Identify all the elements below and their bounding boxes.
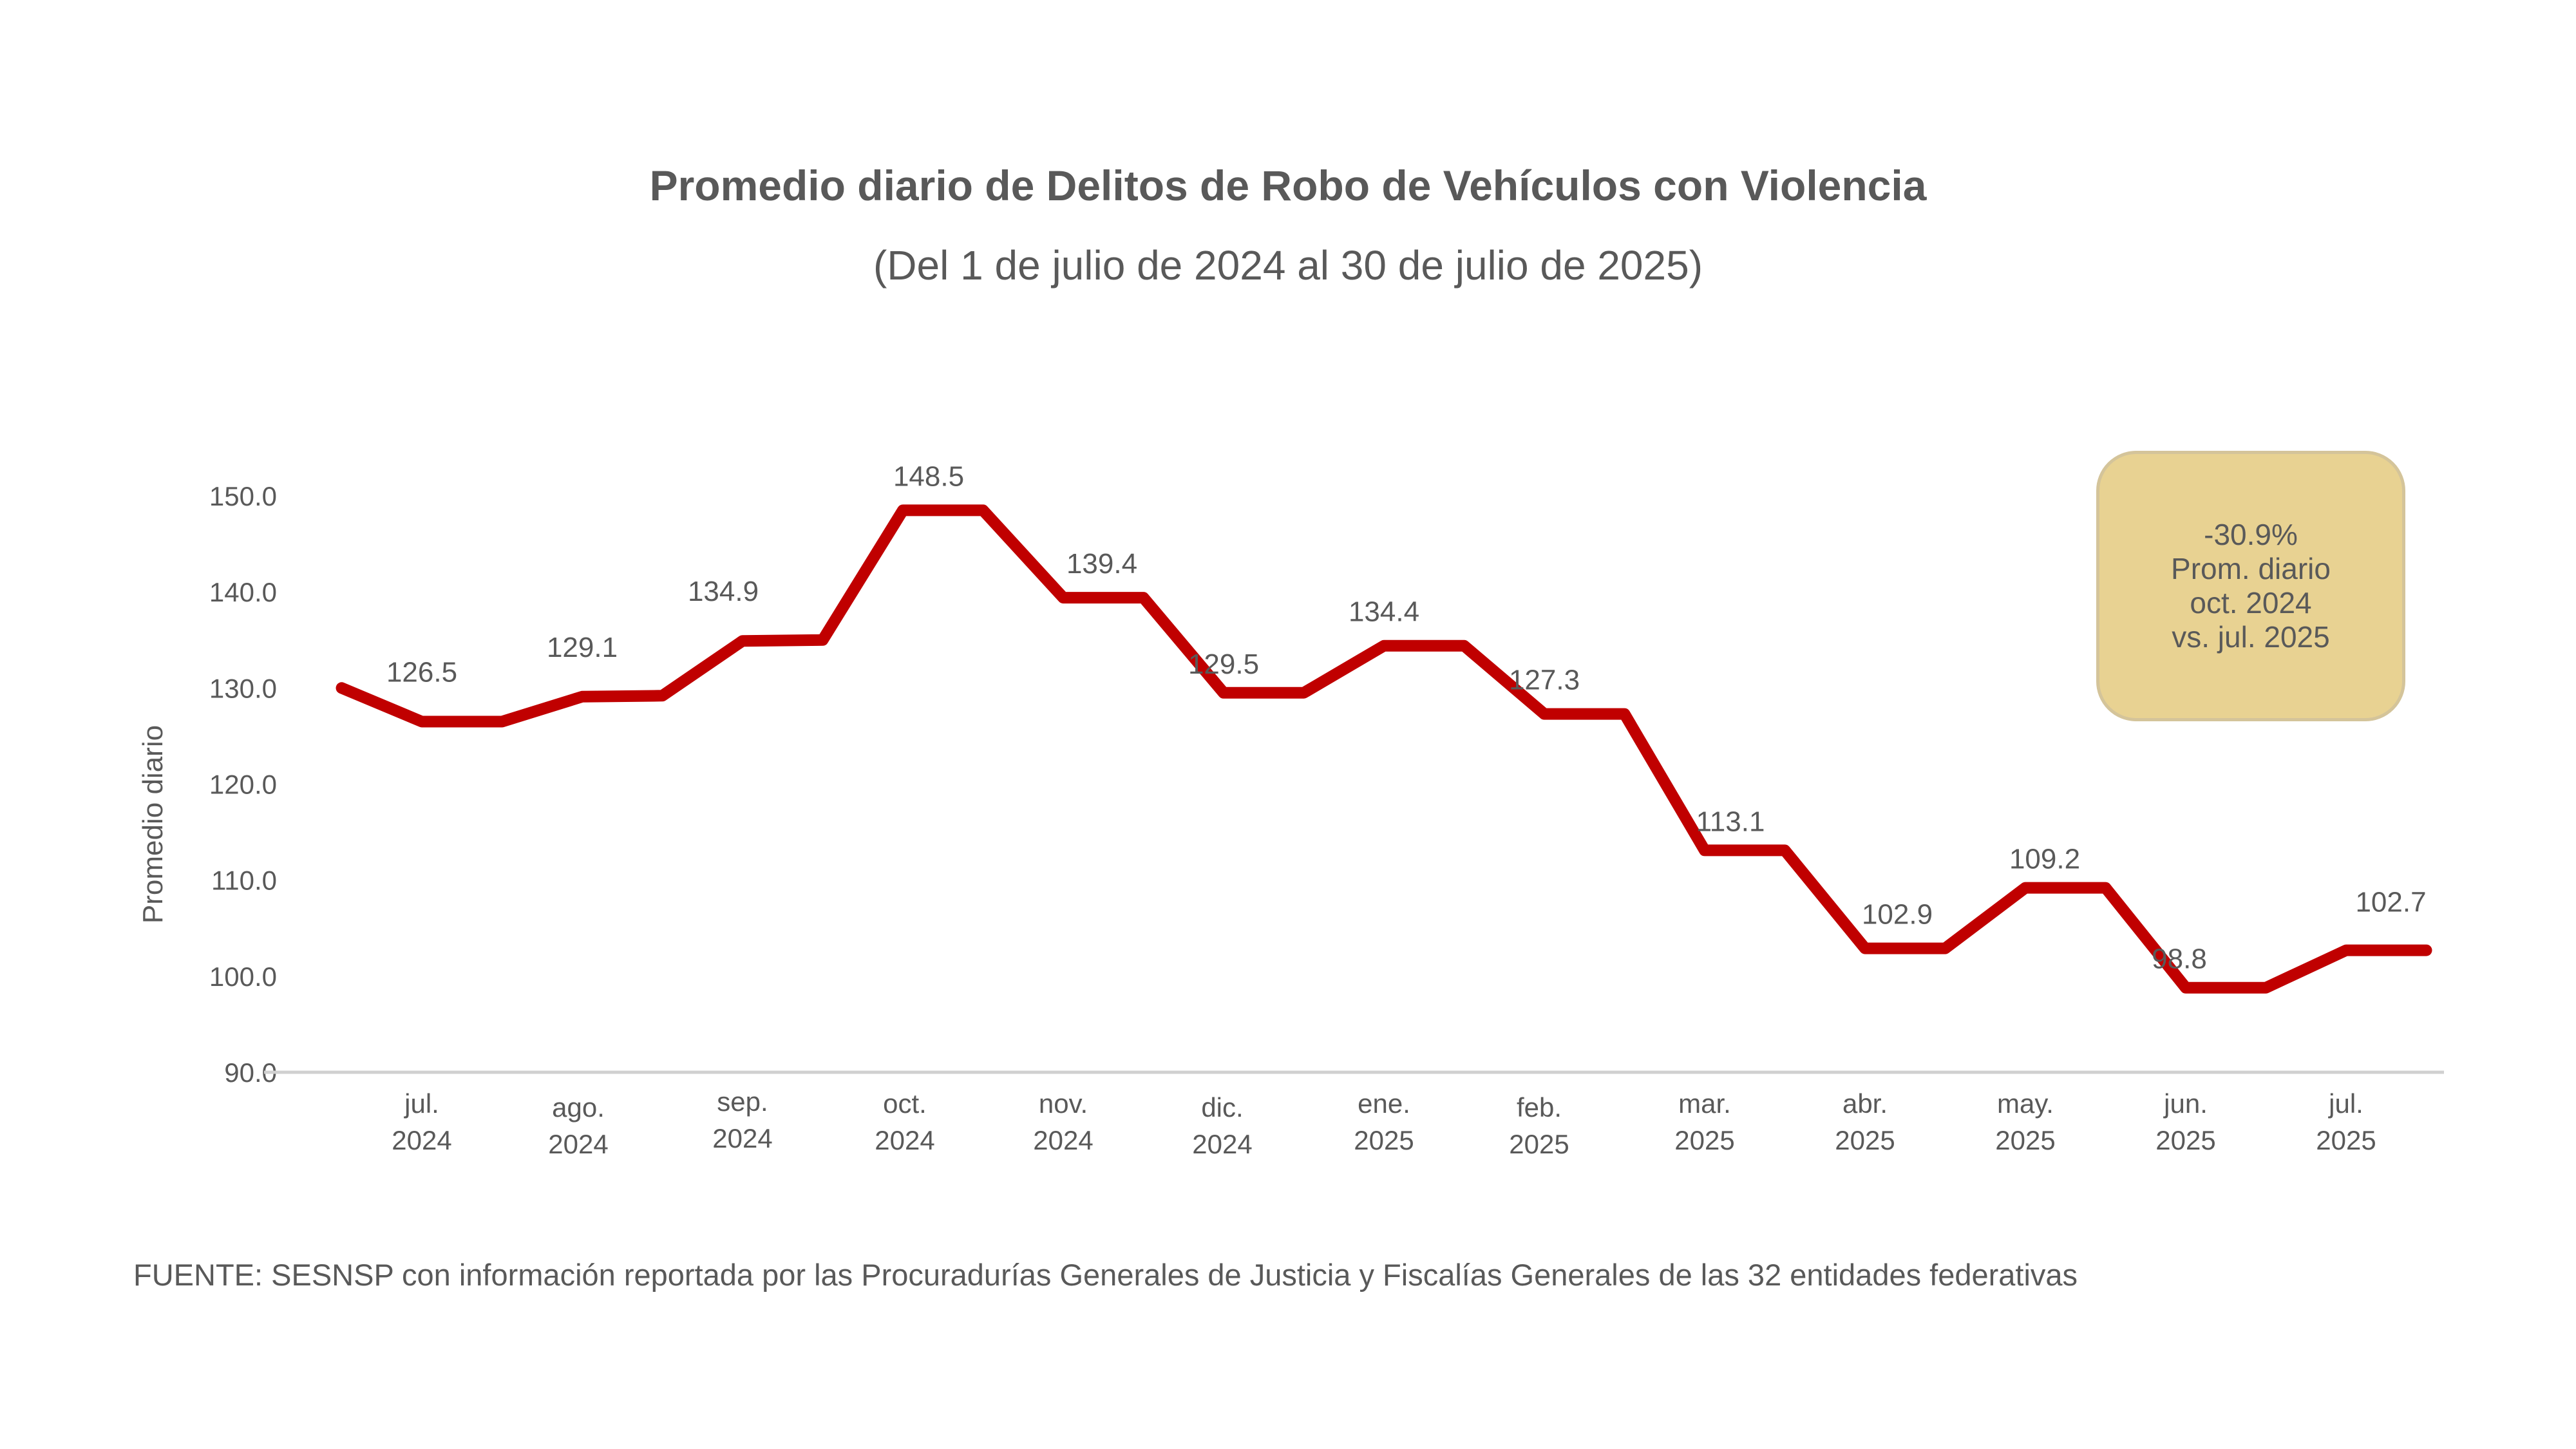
annotation-line-metric: Prom. diario bbox=[2171, 552, 2331, 585]
y-tick-label: 110.0 bbox=[211, 866, 277, 896]
x-tick-label: ago. 2024 bbox=[548, 1092, 608, 1159]
data-labels: 126.5 129.1 134.9 148.5 139.4 129.5 134.4 127.3… bbox=[386, 460, 2427, 974]
data-label: 98.8 bbox=[2152, 943, 2207, 975]
source-note: FUENTE: SESNSP con información reportada… bbox=[133, 1258, 2078, 1292]
x-tick-label: abr. 2025 bbox=[1835, 1088, 1895, 1155]
x-tick-label: nov. 2024 bbox=[1033, 1088, 1093, 1155]
data-label: 127.3 bbox=[1509, 665, 1580, 696]
y-tick-label: 140.0 bbox=[209, 577, 277, 607]
data-label: 129.5 bbox=[1188, 649, 1259, 680]
chart-subtitle: (Del 1 de julio de 2024 al 30 de julio d… bbox=[873, 242, 1703, 289]
x-tick-label: sep. 2024 bbox=[712, 1086, 772, 1153]
y-tick-label: 130.0 bbox=[209, 673, 277, 703]
annotation-line-from: oct. 2024 bbox=[2190, 586, 2312, 620]
x-tick-label: feb. 2025 bbox=[1509, 1092, 1569, 1159]
data-label: 139.4 bbox=[1066, 548, 1137, 580]
annotation-line-to: vs. jul. 2025 bbox=[2172, 620, 2330, 654]
chart-title: Promedio diario de Delitos de Robo de Ve… bbox=[649, 162, 1927, 209]
x-tick-label: jun. 2025 bbox=[2155, 1088, 2215, 1155]
annotation-box: -30.9% Prom. diario oct. 2024 vs. jul. 2… bbox=[2096, 451, 2405, 721]
x-tick-label: jul. 2025 bbox=[2316, 1088, 2376, 1155]
x-tick-label: ene. 2025 bbox=[1354, 1088, 1414, 1155]
data-label: 148.5 bbox=[893, 460, 964, 492]
data-label: 134.4 bbox=[1349, 596, 1419, 628]
data-label: 134.9 bbox=[688, 576, 759, 607]
data-label: 102.9 bbox=[1862, 899, 1933, 931]
y-tick-label: 150.0 bbox=[209, 481, 277, 511]
series-line bbox=[336, 504, 2432, 994]
x-tick-label: oct. 2024 bbox=[875, 1088, 934, 1155]
x-tick-label: mar. 2025 bbox=[1674, 1088, 1734, 1155]
data-label: 102.7 bbox=[2355, 887, 2426, 918]
x-tick-label: may. 2025 bbox=[1995, 1088, 2055, 1155]
data-label: 126.5 bbox=[386, 657, 457, 688]
y-axis-label: Promedio diario bbox=[137, 725, 169, 923]
x-tick-label: jul. 2024 bbox=[392, 1088, 451, 1155]
data-label: 113.1 bbox=[1696, 806, 1765, 837]
x-tick-label: dic. 2024 bbox=[1192, 1092, 1252, 1159]
x-axis-ticks: jul. 2024 ago. 2024 sep. 2024 oct. 2024 nov. 2024… bbox=[392, 1086, 2376, 1159]
y-tick-label: 120.0 bbox=[209, 770, 277, 800]
annotation-line-change: -30.9% bbox=[2204, 518, 2298, 551]
data-label: 109.2 bbox=[2009, 844, 2080, 875]
data-label: 129.1 bbox=[547, 632, 618, 663]
y-tick-label: 100.0 bbox=[209, 961, 277, 992]
